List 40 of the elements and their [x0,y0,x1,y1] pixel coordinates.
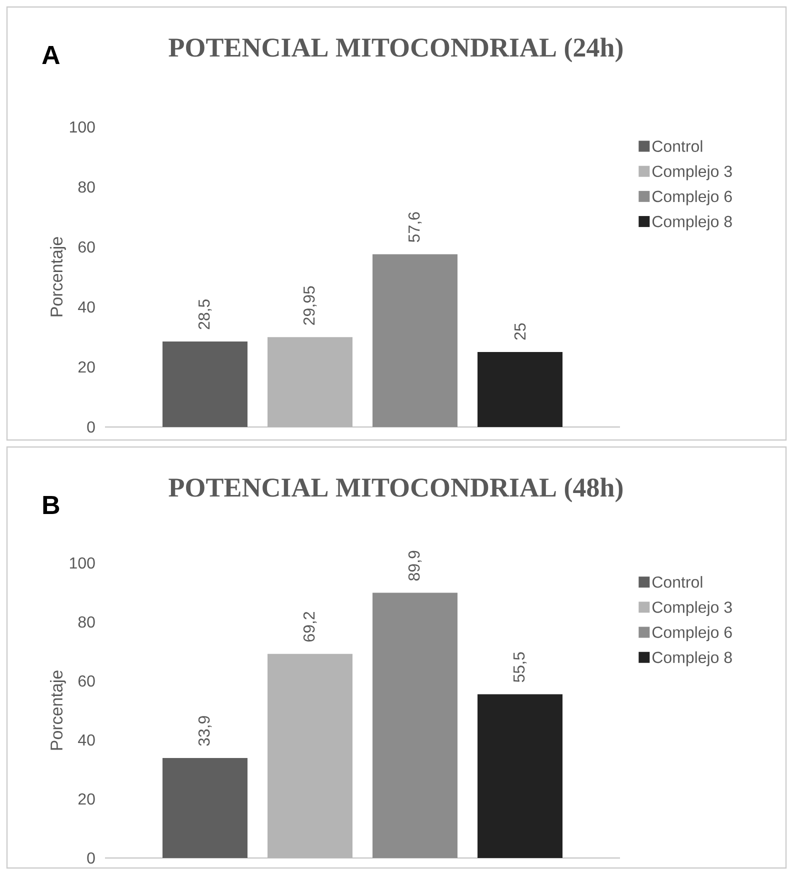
y-tick-label: 0 [87,421,95,433]
legend-label: Complejo 8 [652,651,732,666]
bar [372,254,458,427]
data-label: 55,5 [513,652,527,682]
bar [162,341,248,427]
y-axis-title: Porcentaje [50,237,66,316]
legend-label: Complejo 6 [652,190,732,206]
bar [162,758,248,858]
y-tick-label: 0 [87,852,95,864]
data-label: 89,9 [408,550,422,581]
bar [372,592,458,858]
legend-label: Complejo 8 [652,215,732,230]
legend-label: Control [652,576,702,588]
text: B [43,496,60,514]
y-tick-label: 100 [70,557,95,569]
y-tick-label: 40 [78,301,95,313]
data-label: 25 [514,323,526,340]
y-tick-label: 20 [78,361,95,373]
y-tick-label: 40 [78,734,95,746]
data-label: 28,5 [198,300,212,330]
data-label: 29,95 [303,286,317,325]
legend-label: Complejo 3 [652,601,732,616]
y-tick-label: 60 [78,675,95,687]
y-tick-label: 80 [78,181,95,193]
y-tick-label: 80 [78,616,95,628]
data-label: 69,2 [303,612,317,642]
text: A [42,46,60,64]
chart-title: POTENCIAL MITOCONDRIAL (24h) [168,38,623,62]
bar [478,352,563,427]
y-tick-label: 20 [78,793,95,805]
data-label: 57,6 [408,212,422,242]
chart-title: POTENCIAL MITOCONDRIAL (48h) [168,478,623,502]
bar [478,694,563,858]
y-axis-title: Porcentaje [50,670,66,750]
legend-label: Complejo 6 [652,626,732,642]
legend-label: Control [652,140,702,152]
y-tick-label: 100 [70,121,95,133]
legend-label: Complejo 3 [652,165,732,180]
y-tick-label: 60 [78,241,95,253]
data-label: 33,9 [198,716,212,746]
